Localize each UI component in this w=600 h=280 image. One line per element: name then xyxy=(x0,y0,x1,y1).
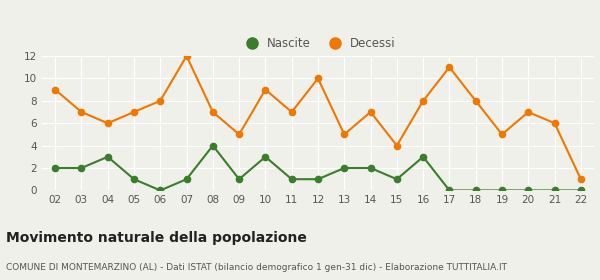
Decessi xyxy=(367,110,374,114)
Nascite xyxy=(262,155,269,158)
Nascite xyxy=(551,189,558,192)
Text: Movimento naturale della popolazione: Movimento naturale della popolazione xyxy=(6,231,307,245)
Decessi xyxy=(524,110,532,114)
Decessi xyxy=(130,110,137,114)
Line: Decessi: Decessi xyxy=(52,53,584,182)
Decessi xyxy=(419,99,427,102)
Decessi xyxy=(446,66,453,69)
Nascite xyxy=(209,144,217,147)
Nascite xyxy=(524,189,532,192)
Decessi xyxy=(183,54,190,58)
Legend: Nascite, Decessi: Nascite, Decessi xyxy=(235,32,401,55)
Decessi xyxy=(393,144,400,147)
Decessi xyxy=(262,88,269,91)
Decessi xyxy=(209,110,217,114)
Nascite xyxy=(393,178,400,181)
Nascite xyxy=(78,166,85,170)
Decessi xyxy=(52,88,59,91)
Decessi xyxy=(499,133,506,136)
Nascite xyxy=(104,155,112,158)
Decessi xyxy=(78,110,85,114)
Nascite xyxy=(577,189,584,192)
Nascite xyxy=(183,178,190,181)
Nascite xyxy=(157,189,164,192)
Nascite xyxy=(341,166,348,170)
Nascite xyxy=(52,166,59,170)
Decessi xyxy=(577,178,584,181)
Decessi xyxy=(157,99,164,102)
Decessi xyxy=(288,110,295,114)
Nascite xyxy=(419,155,427,158)
Decessi xyxy=(551,122,558,125)
Line: Nascite: Nascite xyxy=(52,143,584,193)
Nascite xyxy=(472,189,479,192)
Decessi xyxy=(314,77,322,80)
Nascite xyxy=(314,178,322,181)
Decessi xyxy=(104,122,112,125)
Nascite xyxy=(130,178,137,181)
Nascite xyxy=(499,189,506,192)
Decessi xyxy=(236,133,243,136)
Nascite xyxy=(446,189,453,192)
Nascite xyxy=(288,178,295,181)
Nascite xyxy=(367,166,374,170)
Decessi xyxy=(341,133,348,136)
Text: COMUNE DI MONTEMARZINO (AL) - Dati ISTAT (bilancio demografico 1 gen-31 dic) - E: COMUNE DI MONTEMARZINO (AL) - Dati ISTAT… xyxy=(6,263,507,272)
Nascite xyxy=(236,178,243,181)
Decessi xyxy=(472,99,479,102)
